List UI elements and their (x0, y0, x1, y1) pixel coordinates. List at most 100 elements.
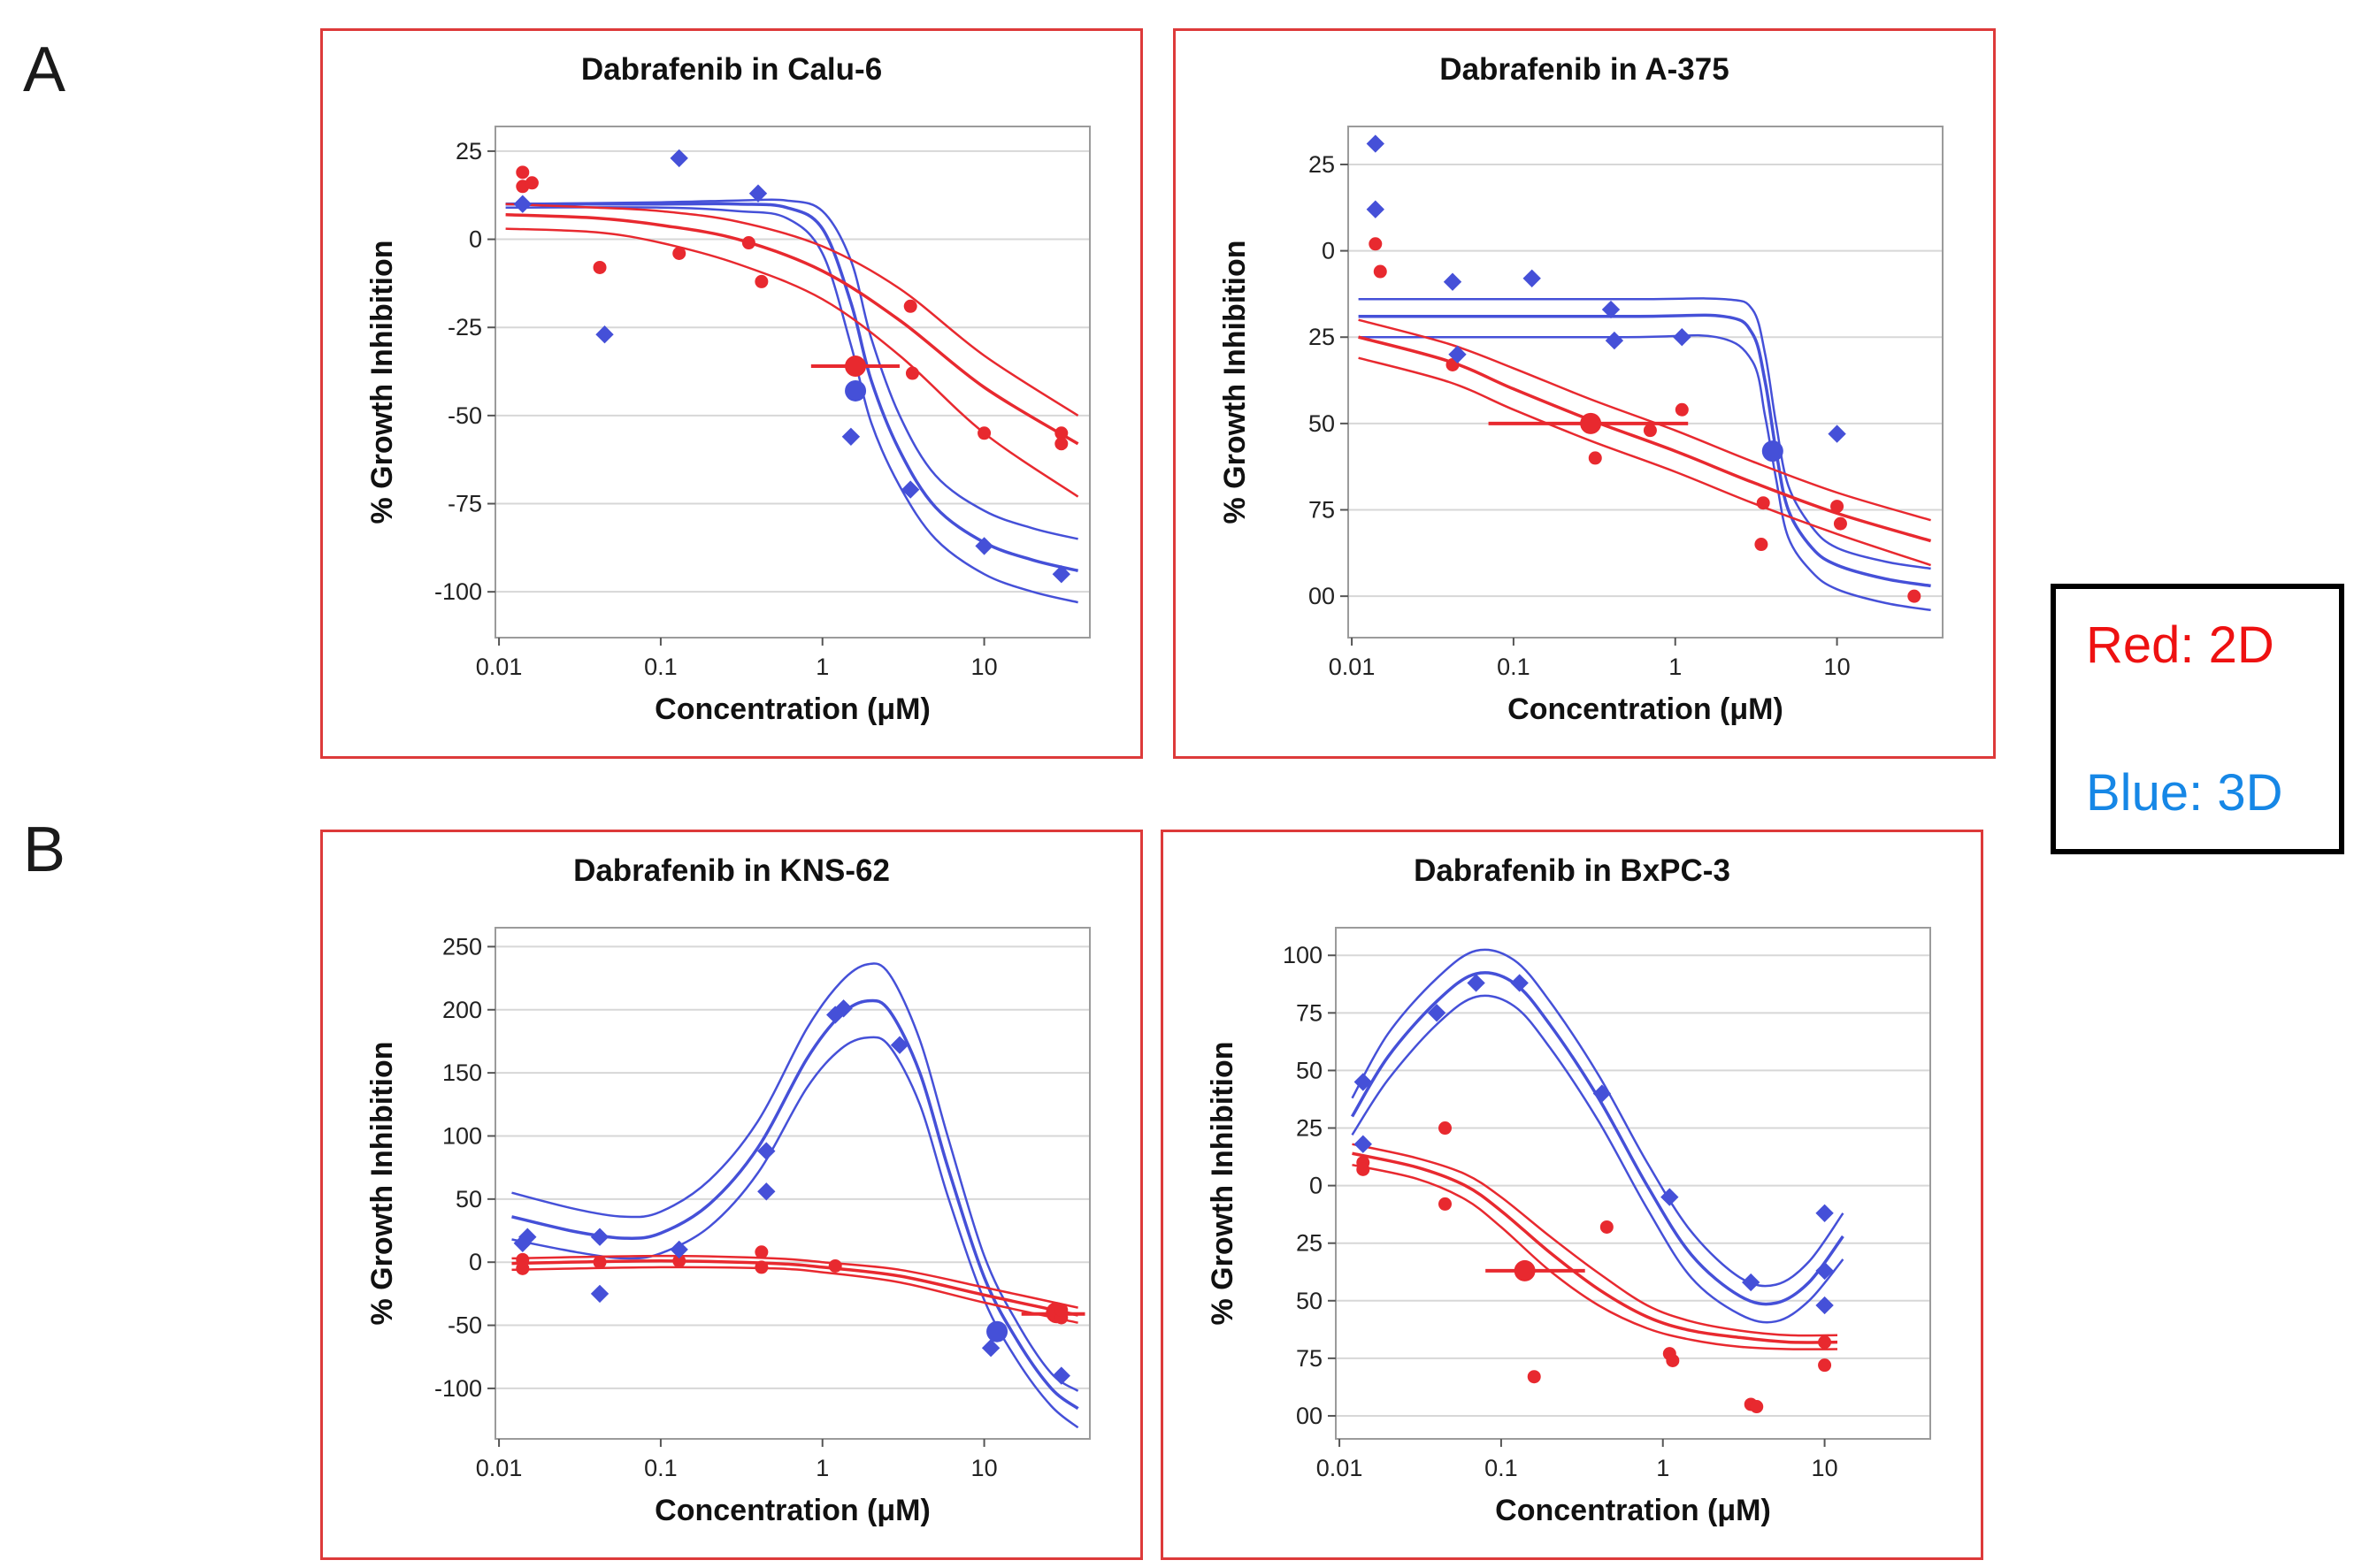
y-tick-label: 0 (1309, 1173, 1323, 1199)
blue-3d-point (757, 1182, 776, 1201)
3D-band-curve (511, 962, 1079, 1392)
y-tick-label: 200 (442, 997, 482, 1023)
y-tick-label: 25 (1308, 324, 1335, 350)
blue-3d-point (518, 1228, 537, 1246)
red-2d-point (741, 236, 755, 250)
blue-3d-point (1815, 1296, 1834, 1315)
x-tick-label: 0.01 (1316, 1455, 1363, 1481)
data-points (513, 149, 1070, 584)
blue-3d-point (590, 1284, 610, 1304)
red-2d-point (672, 247, 686, 261)
x-tick-label: 0.01 (476, 1455, 523, 1481)
y-tick-label: 00 (1296, 1403, 1323, 1429)
red-2d-point (905, 366, 919, 380)
y-axis-label: % Growth Inhibition (1206, 1041, 1239, 1325)
blue-3d-point (1673, 328, 1691, 347)
gridlines (1348, 163, 1943, 598)
y-tick-label: 100 (1283, 942, 1323, 968)
plot-border (495, 126, 1091, 639)
y-axis-label: % Growth Inhibition (1218, 240, 1252, 524)
3D-band-curve (505, 198, 1078, 540)
blue-3d-point (834, 999, 853, 1018)
x-tick-label: 1 (816, 654, 829, 680)
2D-band-curve (511, 1254, 1078, 1309)
panel-label-a: A (23, 34, 66, 105)
blue-3d-point (1592, 1084, 1612, 1103)
chart-canvas-calu6: Concentration (μM) % Growth Inhibition 2… (365, 126, 1091, 726)
red-2d-point (978, 426, 992, 440)
fit-curves (505, 198, 1079, 604)
chart-box-a375: Dabrafenib in A-375 Concentration (μM) %… (1173, 28, 1996, 759)
chart-box-bxpc3: Dabrafenib in BxPC-3 Concentration (μM) … (1161, 830, 1983, 1560)
y-tick-label: 150 (442, 1059, 482, 1086)
legend-box: Red: 2D Blue: 3D (2051, 584, 2344, 854)
red-2d-point (1830, 500, 1844, 514)
y-tick-label: 75 (1296, 1345, 1323, 1372)
2D-band-curve (505, 203, 1079, 417)
blue-3d-point (1605, 331, 1624, 350)
3D-band-curve (1351, 948, 1844, 1288)
red-2d-point (1514, 1259, 1536, 1281)
y-tick-label: 75 (1308, 497, 1335, 524)
red-2d-point (1907, 589, 1921, 603)
axis-ticks: 25 0 -25 -50 -75 -100 0.01 0.1 1 10 (434, 138, 998, 680)
x-tick-label: 0.1 (1484, 1455, 1518, 1481)
red-2d-point (1818, 1335, 1832, 1350)
red-2d-point (1643, 424, 1657, 438)
data-points (1366, 134, 1921, 603)
x-tick-label: 10 (1824, 654, 1851, 680)
x-tick-label: 0.1 (644, 1455, 678, 1481)
3D-band-curve (1358, 297, 1931, 570)
y-tick-label: 250 (442, 933, 482, 960)
blue-3d-point (1366, 134, 1384, 153)
plot-border (1335, 927, 1931, 1440)
red-2d-point (1369, 237, 1383, 251)
y-tick-label: 50 (1296, 1057, 1323, 1083)
y-tick-label: 50 (1308, 410, 1335, 437)
fit-curves (1350, 948, 1844, 1350)
y-tick-label: -50 (448, 402, 482, 429)
axis-ticks: 250 200 150 100 50 0 -50 -100 0.01 0.1 1 10 (434, 933, 998, 1481)
y-tick-label: 50 (456, 1186, 482, 1212)
y-tick-label: -75 (448, 491, 482, 517)
red-2d-point (1588, 451, 1602, 465)
blue-3d-point (1742, 1273, 1760, 1292)
2D-band-curve (505, 227, 1079, 498)
red-2d-point (1356, 1162, 1370, 1176)
x-tick-label: 10 (971, 1455, 998, 1481)
2D-fit-curve (511, 1259, 1078, 1317)
red-2d-point (1756, 496, 1770, 510)
3D-fit-curve (511, 998, 1079, 1411)
3D-band-curve (505, 206, 1078, 604)
red-2d-point (1438, 1197, 1453, 1211)
red-2d-point (755, 1260, 769, 1274)
x-tick-label: 0.1 (1497, 654, 1530, 680)
y-tick-label: 0 (469, 226, 482, 253)
3D-fit-curve (1358, 313, 1931, 588)
chart-box-kns62: Dabrafenib in KNS-62 Concentration (μM) … (320, 830, 1143, 1560)
red-2d-point (1527, 1370, 1541, 1384)
red-2d-point (593, 1255, 607, 1269)
plot-border (1347, 126, 1944, 639)
2D-fit-curve (505, 212, 1079, 446)
x-tick-label: 0.1 (644, 654, 678, 680)
red-2d-point (1438, 1121, 1453, 1136)
red-2d-point (672, 1254, 686, 1268)
y-tick-label: -25 (448, 314, 482, 340)
x-axis-label: Concentration (μM) (1507, 692, 1783, 726)
3D-fit-curve (1350, 971, 1844, 1306)
y-tick-label: 75 (1296, 999, 1323, 1026)
blue-3d-point (890, 1036, 909, 1054)
y-tick-label: 100 (442, 1122, 482, 1149)
axis-ticks: 100 75 50 25 0 25 50 75 00 0.01 0.1 1 10 (1283, 942, 1838, 1481)
x-tick-label: 1 (1656, 1455, 1669, 1481)
red-2d-point (516, 165, 530, 180)
x-tick-label: 1 (816, 1455, 829, 1481)
red-2d-point (755, 1245, 769, 1259)
red-2d-point (593, 260, 607, 274)
2D-band-curve (1358, 356, 1931, 567)
gridlines (1336, 954, 1930, 1417)
blue-3d-point (981, 1339, 1001, 1358)
red-2d-point (755, 274, 769, 288)
blue-3d-point (1815, 1261, 1834, 1281)
